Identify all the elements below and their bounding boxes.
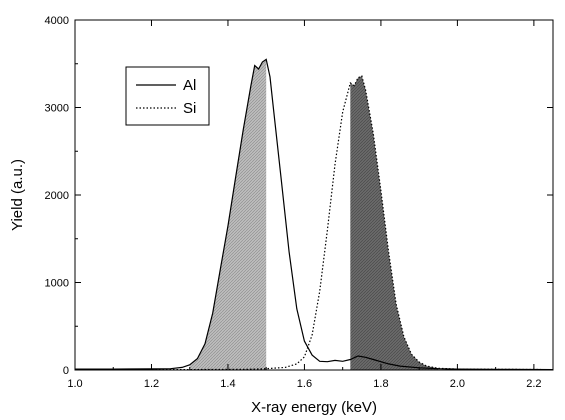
y-tick-label: 1000 bbox=[45, 278, 69, 290]
x-tick-label: 2.0 bbox=[450, 378, 465, 390]
series-line-si bbox=[75, 75, 554, 371]
y-tick-label: 2000 bbox=[45, 190, 69, 202]
y-tick-label: 4000 bbox=[45, 15, 69, 27]
x-tick-label: 1.4 bbox=[220, 378, 235, 390]
x-tick-label: 2.2 bbox=[526, 378, 541, 390]
legend-label-si: Si bbox=[183, 100, 196, 117]
y-tick-label: 0 bbox=[63, 365, 69, 377]
x-tick-label: 1.8 bbox=[373, 378, 388, 390]
x-tick-label: 1.2 bbox=[144, 378, 159, 390]
shaded-region-al bbox=[189, 59, 267, 370]
y-axis-label: Yield (a.u.) bbox=[9, 159, 26, 231]
y-tick-label: 3000 bbox=[45, 103, 69, 115]
x-tick-label: 1.0 bbox=[67, 378, 82, 390]
legend-box bbox=[125, 66, 210, 126]
shaded-regions bbox=[189, 59, 439, 370]
series-line-al bbox=[75, 58, 554, 371]
x-tick-label: 1.6 bbox=[297, 378, 312, 390]
legend: Al Si bbox=[125, 66, 210, 126]
y-axis-ticks: 0 1000 2000 3000 4000 bbox=[45, 15, 553, 377]
series-lines bbox=[75, 58, 554, 371]
x-axis-label: X-ray energy (keV) bbox=[251, 399, 377, 416]
x-axis-ticks: 1.0 1.2 1.4 1.6 1.8 2.0 2.2 bbox=[67, 20, 542, 390]
legend-label-al: Al bbox=[183, 77, 196, 94]
shaded-region-si bbox=[350, 76, 439, 370]
